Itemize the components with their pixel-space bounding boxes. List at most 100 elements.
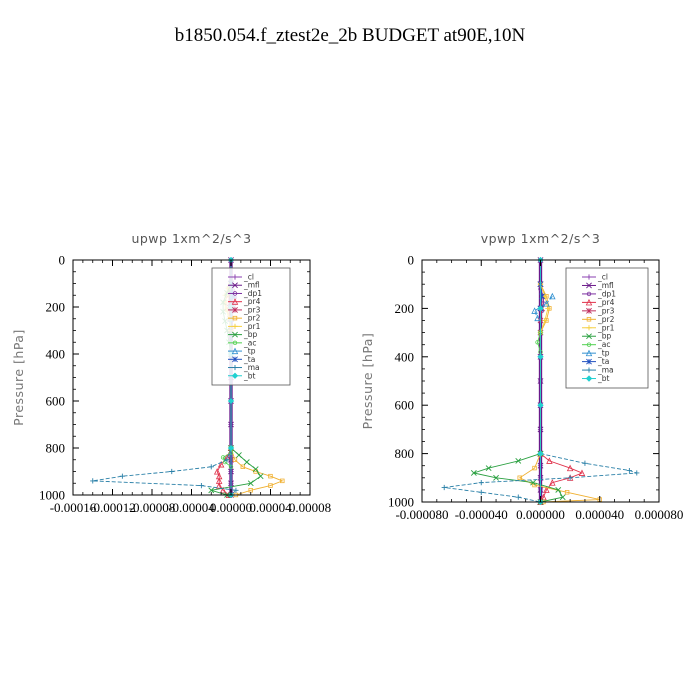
y-tick-label: 0 xyxy=(408,253,415,268)
point-ma-5 xyxy=(90,478,96,484)
point-ma-4 xyxy=(567,475,573,481)
legend-label: _bt xyxy=(243,371,256,380)
legend-label: _dp1 xyxy=(597,289,616,298)
legend-marker-pr2 xyxy=(586,317,592,322)
point-tp-0 xyxy=(549,292,556,300)
point-ma-2 xyxy=(626,467,632,474)
point-pr4-3 xyxy=(213,468,221,475)
legend-marker-pr1 xyxy=(586,325,592,331)
point-pr4-6 xyxy=(543,486,550,493)
x-tick-label: -0.00008 xyxy=(129,500,176,515)
legend-marker-bp xyxy=(586,333,592,340)
legend-marker-pr4 xyxy=(585,298,593,306)
y-tick-label: 400 xyxy=(46,347,66,362)
x-tick-label: 0.000080 xyxy=(635,507,684,522)
legend-entry-mfl: _mfl xyxy=(582,281,614,290)
legend-entry-pr2: _pr2 xyxy=(582,315,615,324)
legend-entry-dp1: _dp1 xyxy=(228,289,262,298)
legend-label: _ma xyxy=(243,363,260,372)
x-tick-label: -0.000040 xyxy=(455,507,508,522)
point-bp-11 xyxy=(252,466,259,473)
x-tick-label: -0.00012 xyxy=(89,500,136,515)
y-tick-label: 800 xyxy=(395,446,415,461)
legend-marker-pr2 xyxy=(232,315,238,321)
point-ma-1 xyxy=(582,460,588,466)
legend-label: _pr3 xyxy=(243,305,261,314)
legend-entry-bt: _bt xyxy=(582,374,610,383)
series-line-ma xyxy=(92,447,237,496)
x-tick-label: 0.000040 xyxy=(575,507,624,522)
series-bp xyxy=(470,450,566,505)
legend-label: _tp xyxy=(243,347,256,356)
legend-entry-tp: _tp xyxy=(228,347,256,356)
legend-marker-pr3 xyxy=(586,307,592,314)
legend-marker-pr3 xyxy=(232,307,238,313)
legend-label: _ta xyxy=(243,355,255,364)
legend-entry-bt: _bt xyxy=(228,371,256,380)
x-tick-label: 0.00008 xyxy=(289,500,331,515)
legend-marker-ma xyxy=(232,364,238,371)
point-bp-1 xyxy=(515,457,522,464)
legend-box xyxy=(565,267,649,389)
legend-label: _pr2 xyxy=(243,314,261,323)
legend-entry-ac: _ac xyxy=(582,340,610,349)
legend-marker-ac xyxy=(586,342,592,347)
panel-title: vpwp 1xm^2/s^3 xyxy=(481,231,601,246)
point-bt-2 xyxy=(537,353,544,360)
y-tick-label: 200 xyxy=(46,300,66,315)
legend-entry-pr1: _pr1 xyxy=(228,322,261,331)
legend: _cl_mfl_dp1_pr4_pr3_pr2_pr1_bp_ac_tp_ta_… xyxy=(211,267,291,386)
series-line-ma xyxy=(444,453,637,503)
legend-entry-pr1: _pr1 xyxy=(582,323,615,332)
legend-marker-mfl xyxy=(232,282,238,289)
legend-label: _pr4 xyxy=(243,297,261,306)
point-ma-3 xyxy=(634,470,640,476)
point-ma-2 xyxy=(208,464,214,470)
legend-label: _ma xyxy=(597,366,614,375)
legend-marker-pr4 xyxy=(231,298,239,305)
point-pr2-7 xyxy=(517,475,522,480)
y-tick-label: 200 xyxy=(395,301,415,316)
point-bp-3 xyxy=(470,470,477,476)
y-tick-label: 1000 xyxy=(39,488,65,503)
legend-entry-ta: _ta xyxy=(582,357,609,366)
point-ma-6 xyxy=(198,483,204,489)
legend-marker-mfl xyxy=(586,282,592,289)
point-pr4-5 xyxy=(549,479,556,486)
point-pr4-2 xyxy=(566,464,574,472)
y-tick-label: 800 xyxy=(46,441,66,456)
point-pr1-3 xyxy=(542,317,548,324)
point-tp-1 xyxy=(543,300,550,307)
legend-entry-ac: _ac xyxy=(228,338,256,347)
point-bp-2 xyxy=(485,465,492,472)
legend: _cl_mfl_dp1_pr4_pr3_pr2_pr1_bp_ac_tp_ta_… xyxy=(565,267,649,389)
point-bp-4 xyxy=(493,474,499,481)
legend-entry-mfl: _mfl xyxy=(228,281,260,290)
legend-label: _mfl xyxy=(243,281,260,290)
legend-marker-bt xyxy=(585,375,593,382)
point-pr2-9 xyxy=(564,490,570,495)
legend-label: _mfl xyxy=(597,281,614,290)
y-tick-label: 600 xyxy=(46,394,66,409)
x-tick-label: 0.00004 xyxy=(249,500,292,515)
legend-entry-pr3: _pr3 xyxy=(582,306,615,315)
point-bp-9 xyxy=(235,452,242,458)
point-bt-1 xyxy=(537,305,544,312)
point-ma-5 xyxy=(478,480,484,486)
figure-title: b1850.054.f_ztest2e_2b BUDGET at90E,10N xyxy=(175,25,526,46)
point-pr2-11 xyxy=(268,473,273,479)
legend-entry-cl: _cl xyxy=(582,273,608,282)
series-bt xyxy=(537,256,544,506)
point-bp-12 xyxy=(257,473,264,480)
legend-label: _cl xyxy=(597,273,608,282)
point-bp-5 xyxy=(530,479,537,486)
legend-entry-pr2: _pr2 xyxy=(228,314,261,323)
panel-title: upwp 1xm^2/s^3 xyxy=(131,231,251,246)
point-ac-1 xyxy=(220,455,226,460)
point-tp-3 xyxy=(534,314,541,322)
legend-entry-tp: _tp xyxy=(582,349,610,358)
legend-box xyxy=(211,267,291,386)
point-pr1-2 xyxy=(545,305,551,311)
legend-marker-ta xyxy=(586,358,592,365)
